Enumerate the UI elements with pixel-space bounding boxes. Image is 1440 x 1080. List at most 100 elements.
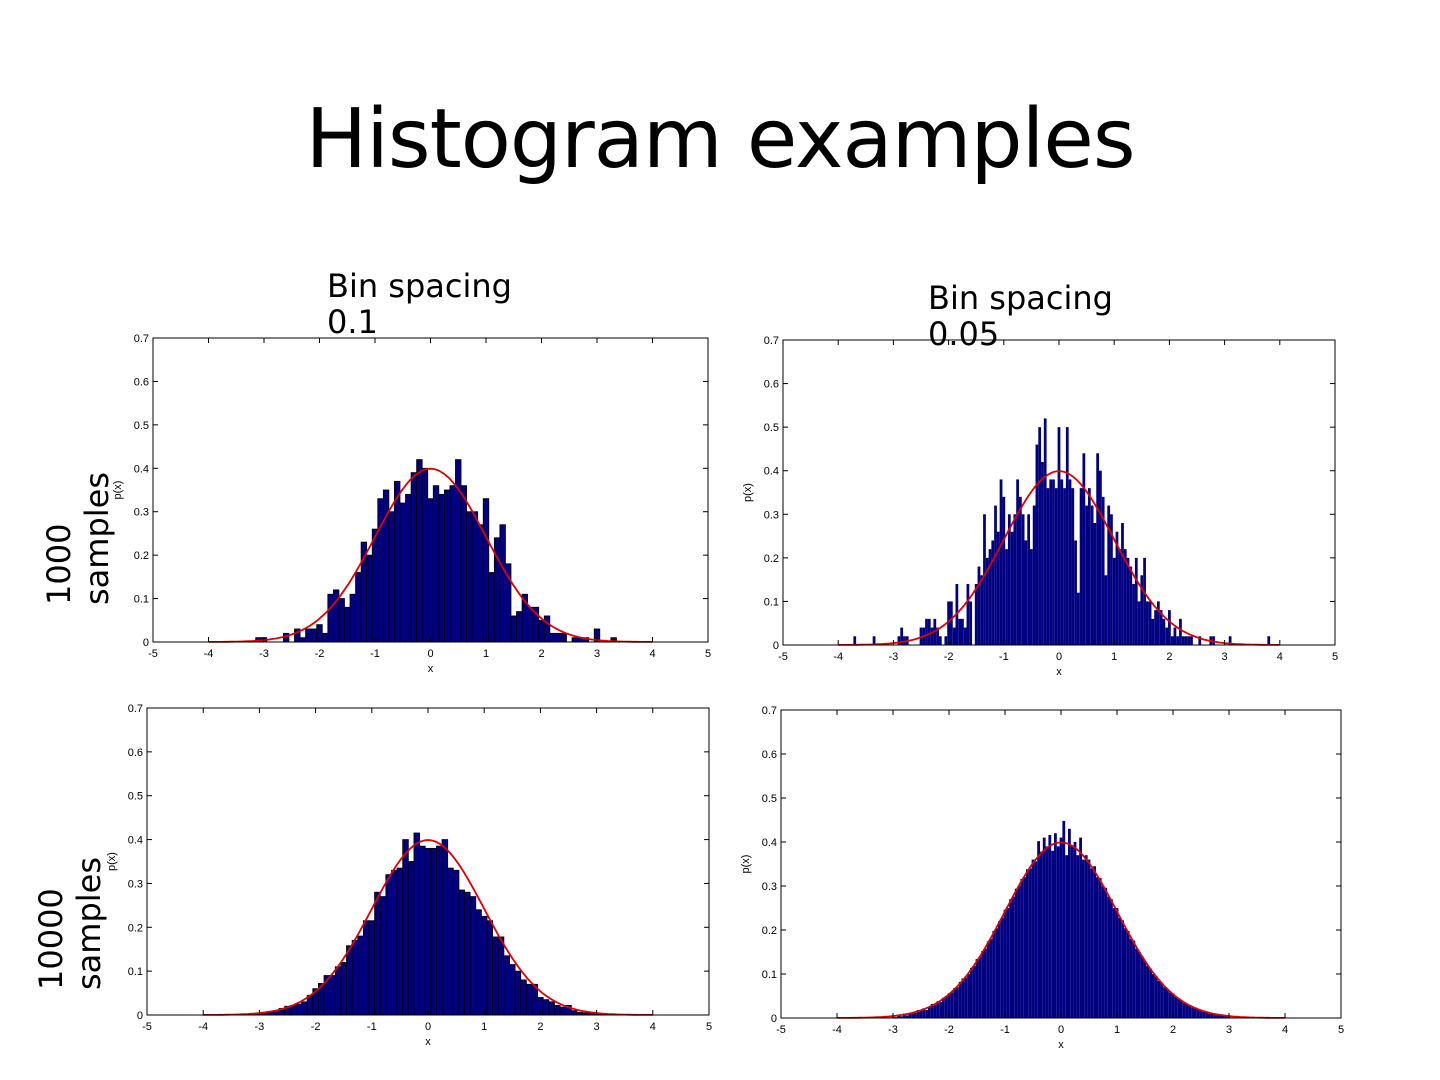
x-tick-label: 3 — [594, 1021, 600, 1033]
x-tick-label: 0 — [425, 1021, 431, 1033]
y-tick-label: 0.6 — [764, 379, 779, 391]
histogram-bar — [995, 928, 998, 1018]
histogram-bar — [1132, 584, 1135, 645]
x-tick-label: -5 — [148, 648, 158, 660]
histogram-bar — [1165, 627, 1169, 645]
histogram-bar — [953, 988, 956, 1018]
x-tick-label: -2 — [315, 648, 325, 660]
x-tick-label: -4 — [198, 1021, 208, 1033]
histogram-bar — [466, 511, 473, 643]
y-tick-label: 0.4 — [128, 835, 143, 847]
histogram-bar — [1060, 479, 1064, 645]
histogram-bar — [1126, 930, 1130, 1018]
histogram-bar — [432, 485, 440, 643]
histogram-bar — [1129, 938, 1133, 1018]
x-tick-label: 1 — [483, 648, 489, 660]
histogram-bar — [560, 632, 567, 643]
histogram-bar — [998, 921, 1001, 1018]
histogram-bar — [430, 847, 437, 1016]
y-axis-label: p(x) — [112, 481, 124, 500]
histogram-bar — [525, 983, 533, 1016]
histogram-bar — [936, 627, 939, 645]
histogram-bar — [908, 1012, 912, 1018]
histogram-bar — [936, 1001, 940, 1018]
histogram-bar — [301, 1001, 308, 1016]
histogram-bar — [1030, 549, 1033, 645]
y-tick-label: 0 — [771, 1013, 777, 1025]
histogram-bar — [305, 628, 312, 643]
histogram-bar — [1154, 976, 1158, 1018]
histogram-bar — [1027, 514, 1031, 645]
slide-title: Histogram examples — [305, 92, 1135, 187]
histogram-bar — [542, 999, 550, 1016]
histogram-bar — [1143, 960, 1147, 1018]
histogram-bar — [374, 891, 381, 1016]
histogram-bar — [944, 996, 948, 1018]
histogram-bar — [1191, 1007, 1194, 1018]
histogram-bar — [1176, 636, 1180, 645]
histogram-bar — [972, 966, 976, 1018]
histogram-bar — [299, 637, 307, 643]
histogram-bars — [244, 832, 612, 1016]
histogram-bar — [919, 627, 923, 645]
histogram-bar — [1140, 956, 1144, 1018]
histogram-bar — [283, 632, 290, 643]
histogram-bar — [413, 832, 420, 1016]
histogram-bar — [503, 955, 510, 1016]
histogram-bar — [543, 615, 551, 643]
histogram-bar — [570, 1010, 578, 1016]
histogram-bar — [497, 936, 505, 1016]
histogram-bar — [947, 993, 951, 1018]
histogram-bar — [1087, 859, 1091, 1018]
histogram-bar — [1051, 850, 1054, 1018]
row-label-1000-samples: 1000 samples — [40, 472, 116, 605]
histogram-bar — [499, 524, 506, 643]
column-label-bin-0.05: Bin spacing 0.05 — [928, 279, 1113, 353]
histogram-bars — [255, 459, 617, 643]
x-axis-label: x — [1056, 666, 1062, 678]
y-tick-label: 0.2 — [134, 550, 149, 562]
histogram-bar — [1093, 523, 1097, 645]
normal-pdf-curve — [208, 467, 653, 643]
histogram-bar — [509, 964, 516, 1016]
histogram-bar — [405, 493, 412, 643]
histogram-bar — [1134, 557, 1138, 645]
histogram-bar — [1049, 479, 1053, 645]
x-axis-label: x — [428, 663, 434, 675]
histogram-bar — [1076, 592, 1080, 645]
histogram-bar — [996, 531, 1000, 645]
histogram-bar — [897, 1015, 900, 1018]
histogram-bar — [514, 970, 522, 1016]
x-tick-label: 5 — [1338, 1024, 1344, 1036]
histogram-bar — [1170, 636, 1174, 645]
x-tick-label: 2 — [537, 1021, 543, 1033]
histogram-bar — [1180, 1000, 1183, 1018]
histogram-bar — [1046, 488, 1050, 645]
histogram-bar — [1002, 496, 1006, 645]
histogram-bar — [1006, 908, 1010, 1018]
histogram-bar — [424, 847, 432, 1016]
x-tick-label: 4 — [1282, 1024, 1288, 1036]
histogram-bar — [1174, 996, 1178, 1018]
histogram-bar — [1059, 837, 1063, 1018]
histogram-bar — [1118, 549, 1122, 645]
histogram-bar — [949, 601, 953, 645]
histogram-bar — [480, 915, 488, 1016]
y-axis-label: p(x) — [740, 855, 752, 874]
histogram-bar — [1096, 877, 1099, 1018]
histogram-bar — [925, 618, 928, 645]
histogram-bar — [914, 1012, 917, 1018]
histogram-bar — [922, 1008, 926, 1018]
histogram-bar — [1140, 575, 1144, 645]
histogram-bar — [991, 540, 995, 645]
y-tick-label: 0.1 — [764, 596, 779, 608]
histogram-bar — [1179, 618, 1182, 645]
histogram-bar — [1157, 981, 1161, 1018]
histogram-bar — [554, 1004, 561, 1016]
histogram-bar — [388, 511, 395, 643]
y-tick-label: 0.7 — [764, 335, 779, 347]
histogram-bar — [1026, 869, 1029, 1018]
normal-pdf-curve — [203, 839, 653, 1016]
y-tick-label: 0.3 — [134, 507, 149, 519]
